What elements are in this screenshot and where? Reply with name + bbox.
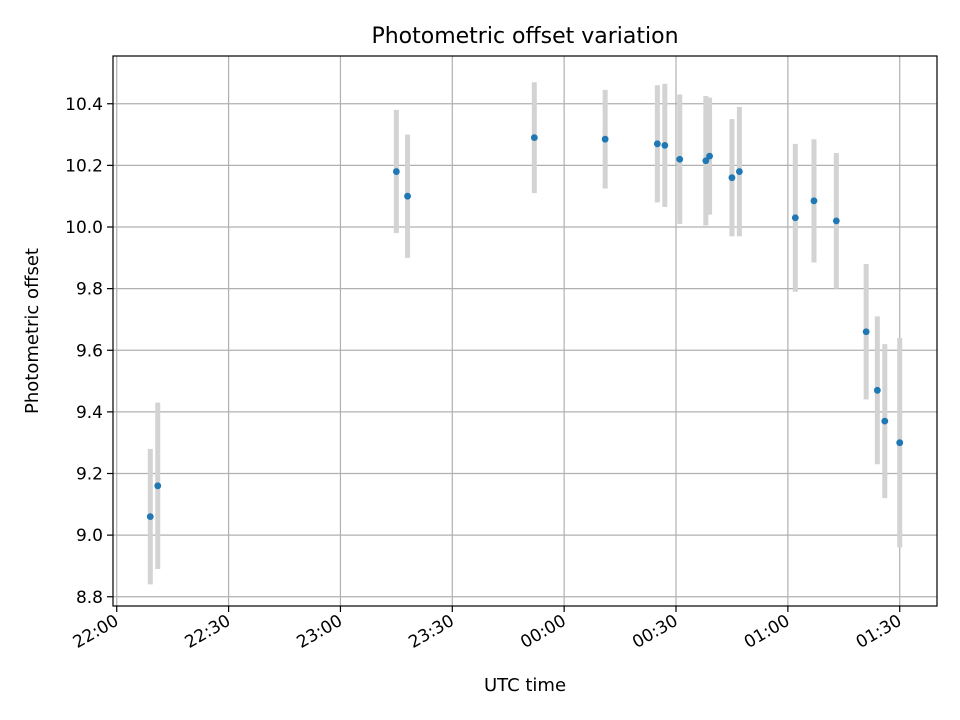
- data-point: [653, 140, 661, 148]
- y-tick-label: 8.8: [76, 588, 103, 608]
- chart-title: Photometric offset variation: [371, 24, 678, 49]
- y-tick-label: 10.2: [65, 156, 103, 176]
- data-point: [791, 214, 799, 222]
- data-point: [896, 439, 904, 447]
- data-markers: [146, 134, 904, 521]
- data-point: [728, 174, 736, 182]
- y-tick-label: 9.6: [76, 341, 103, 361]
- y-axis-label: Photometric offset: [22, 248, 43, 414]
- data-point: [706, 152, 713, 160]
- y-tick-label: 9.2: [76, 465, 103, 485]
- data-point: [146, 513, 154, 521]
- y-tick-label: 9.4: [76, 403, 103, 423]
- data-point: [392, 168, 400, 175]
- data-point: [881, 417, 889, 425]
- data-point: [404, 192, 411, 200]
- data-point: [661, 141, 669, 149]
- plot-frame: [112, 55, 938, 607]
- x-axis-label: UTC time: [484, 675, 566, 696]
- y-tick-label: 9.0: [76, 526, 103, 546]
- y-tick-label: 10.0: [65, 218, 103, 238]
- y-tick-label: 9.8: [76, 280, 103, 300]
- grid: [113, 56, 937, 606]
- data-point: [676, 155, 684, 163]
- data-point: [862, 328, 870, 336]
- data-point: [873, 386, 881, 394]
- data-point: [530, 134, 538, 142]
- data-point: [154, 482, 162, 490]
- data-point: [832, 217, 840, 225]
- data-point: [601, 135, 609, 143]
- data-point: [735, 168, 743, 175]
- data-point: [810, 197, 818, 205]
- y-tick-label: 10.4: [65, 95, 103, 115]
- data-point: [702, 157, 710, 165]
